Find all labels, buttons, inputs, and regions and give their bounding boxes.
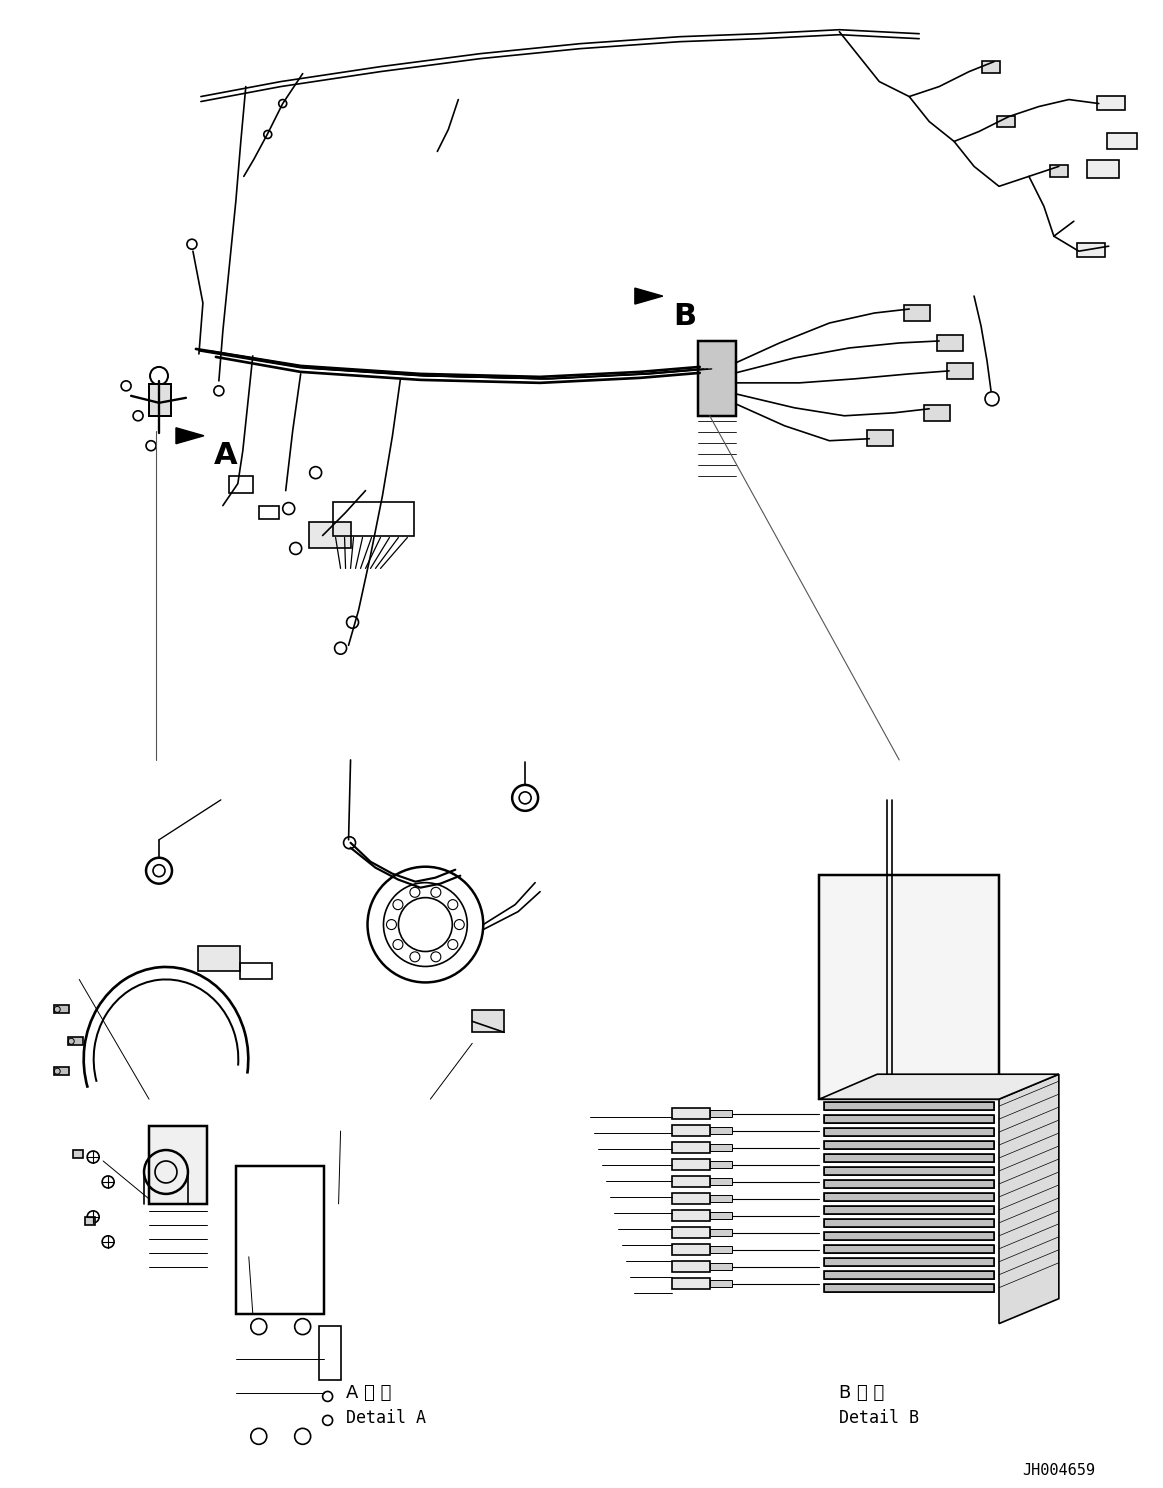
Bar: [825, 1141, 994, 1149]
Bar: [73, 1150, 84, 1158]
Bar: [333, 501, 414, 537]
Bar: [982, 61, 1000, 73]
Bar: [825, 1219, 994, 1226]
Bar: [709, 1144, 732, 1152]
Bar: [1077, 243, 1105, 257]
Bar: [240, 963, 272, 979]
Bar: [825, 1141, 994, 1149]
Bar: [825, 1271, 994, 1278]
Bar: [55, 1067, 70, 1076]
Bar: [825, 1115, 994, 1123]
Bar: [825, 1232, 994, 1240]
Bar: [229, 476, 252, 493]
Text: B 詳 細: B 詳 細: [840, 1384, 885, 1403]
Bar: [825, 1205, 994, 1214]
Text: JH004659: JH004659: [1022, 1463, 1096, 1478]
Bar: [709, 1211, 732, 1219]
Bar: [672, 1143, 709, 1153]
Bar: [672, 1176, 709, 1187]
Bar: [825, 1167, 994, 1176]
Bar: [825, 1284, 994, 1292]
Bar: [672, 1159, 709, 1170]
Bar: [820, 875, 999, 1100]
Bar: [149, 1126, 207, 1204]
Bar: [825, 1245, 994, 1253]
Bar: [709, 1245, 732, 1253]
Bar: [319, 1326, 341, 1381]
Bar: [925, 405, 950, 421]
Bar: [825, 1219, 994, 1226]
Bar: [825, 1205, 994, 1214]
Bar: [85, 1217, 95, 1225]
Bar: [825, 1103, 994, 1110]
Bar: [825, 1128, 994, 1135]
Bar: [672, 1260, 709, 1272]
Text: Detail A: Detail A: [345, 1409, 426, 1427]
Text: Detail B: Detail B: [840, 1409, 920, 1427]
Bar: [672, 1125, 709, 1135]
Bar: [937, 335, 963, 351]
Bar: [472, 1010, 505, 1033]
Bar: [825, 1257, 994, 1266]
Bar: [198, 945, 240, 972]
Bar: [236, 1167, 323, 1314]
Bar: [672, 1193, 709, 1204]
Text: A: A: [214, 440, 237, 470]
Bar: [997, 116, 1015, 128]
Bar: [904, 305, 930, 321]
Bar: [825, 1155, 994, 1162]
Text: A 詳 細: A 詳 細: [345, 1384, 391, 1403]
Bar: [825, 1180, 994, 1187]
Bar: [947, 363, 973, 379]
Bar: [825, 1284, 994, 1292]
Bar: [825, 1271, 994, 1278]
Text: B: B: [672, 302, 695, 330]
Bar: [1050, 165, 1068, 177]
Bar: [825, 1115, 994, 1123]
Bar: [672, 1210, 709, 1220]
Bar: [1086, 161, 1119, 179]
Bar: [825, 1180, 994, 1187]
Polygon shape: [176, 427, 204, 443]
Bar: [825, 1193, 994, 1201]
Bar: [672, 1109, 709, 1119]
Bar: [709, 1178, 732, 1184]
Bar: [709, 1110, 732, 1117]
Bar: [825, 1103, 994, 1110]
Bar: [868, 430, 893, 446]
Bar: [709, 1126, 732, 1134]
Bar: [825, 1245, 994, 1253]
Bar: [149, 384, 171, 415]
Polygon shape: [999, 1074, 1058, 1324]
Bar: [1107, 134, 1136, 149]
Bar: [672, 1278, 709, 1289]
Bar: [672, 1244, 709, 1254]
Bar: [825, 1155, 994, 1162]
Bar: [709, 1229, 732, 1237]
Polygon shape: [635, 289, 663, 304]
Bar: [825, 1193, 994, 1201]
Bar: [825, 1232, 994, 1240]
Bar: [825, 1257, 994, 1266]
Bar: [672, 1226, 709, 1238]
Bar: [709, 1195, 732, 1202]
Polygon shape: [820, 1074, 1058, 1100]
Bar: [1097, 95, 1125, 110]
Bar: [259, 506, 279, 518]
Bar: [55, 1006, 70, 1013]
Bar: [308, 521, 350, 549]
Bar: [698, 341, 736, 415]
Bar: [825, 1167, 994, 1176]
Bar: [709, 1280, 732, 1287]
Bar: [825, 1128, 994, 1135]
Bar: [709, 1263, 732, 1269]
Bar: [69, 1037, 84, 1045]
Bar: [709, 1161, 732, 1168]
